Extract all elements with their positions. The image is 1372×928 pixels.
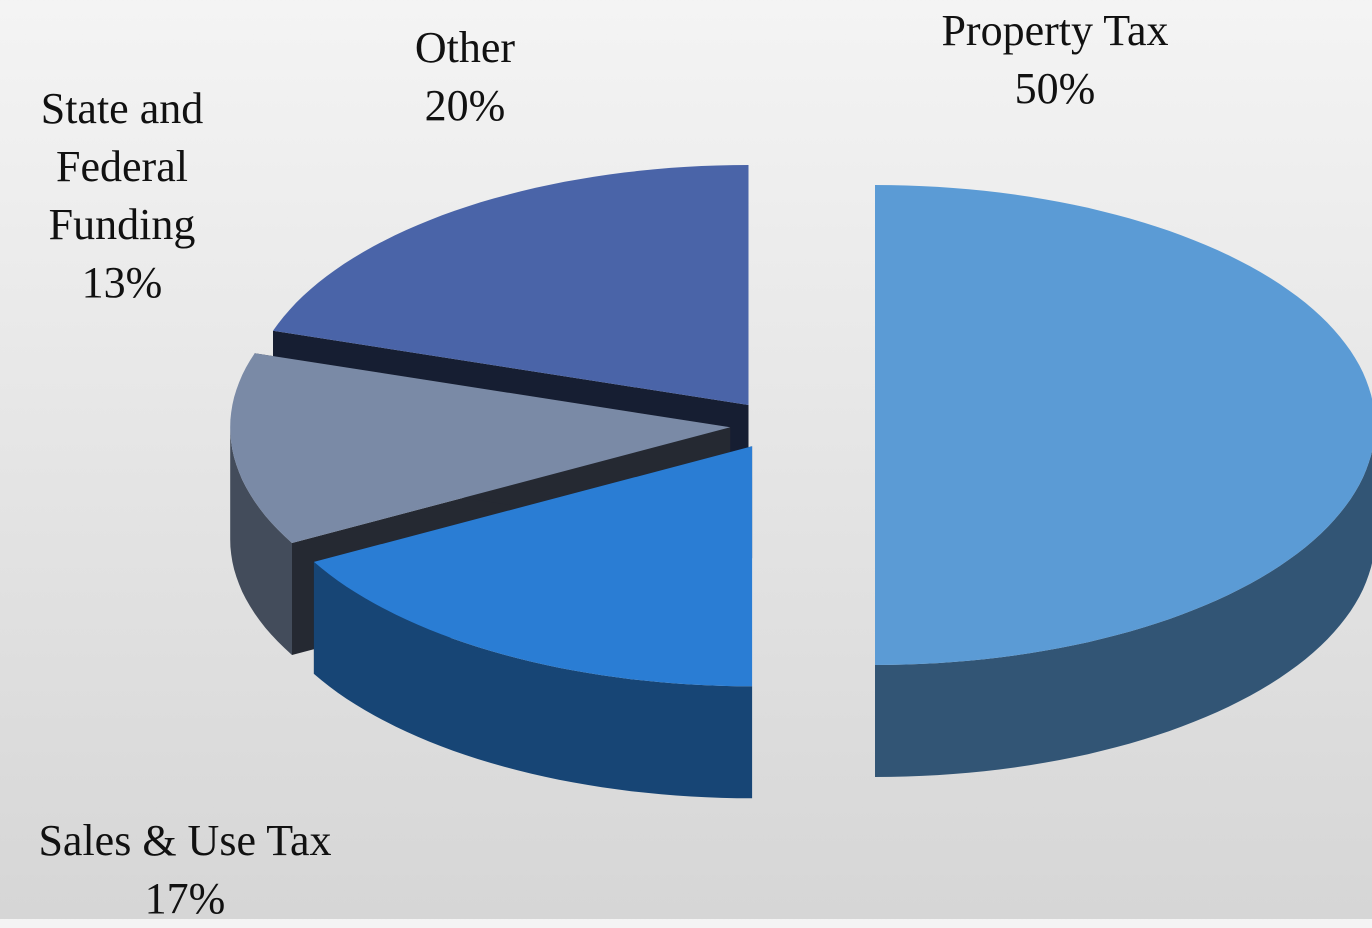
- value-label: 20%: [424, 81, 506, 130]
- category-label: Sales & Use Tax: [38, 816, 332, 865]
- data-label: State and Federal Funding 13%: [2, 80, 242, 312]
- value-label: 50%: [1014, 64, 1096, 113]
- slice-side: [313, 561, 753, 799]
- category-label: Property Tax: [941, 6, 1169, 55]
- slice: [273, 165, 749, 405]
- data-label: Other 20%: [365, 19, 565, 135]
- slice-side: [230, 427, 292, 655]
- category-label: State and Federal Funding: [40, 84, 204, 249]
- slice: [875, 185, 1372, 665]
- data-label: Property Tax 50%: [940, 2, 1170, 118]
- slice: [230, 353, 731, 543]
- value-label: 13%: [81, 258, 163, 307]
- category-label: Other: [414, 23, 516, 72]
- value-label: 17%: [144, 874, 226, 923]
- slice-side: [875, 451, 1372, 777]
- data-label: Sales & Use Tax 17%: [35, 812, 335, 928]
- slice: [313, 446, 753, 687]
